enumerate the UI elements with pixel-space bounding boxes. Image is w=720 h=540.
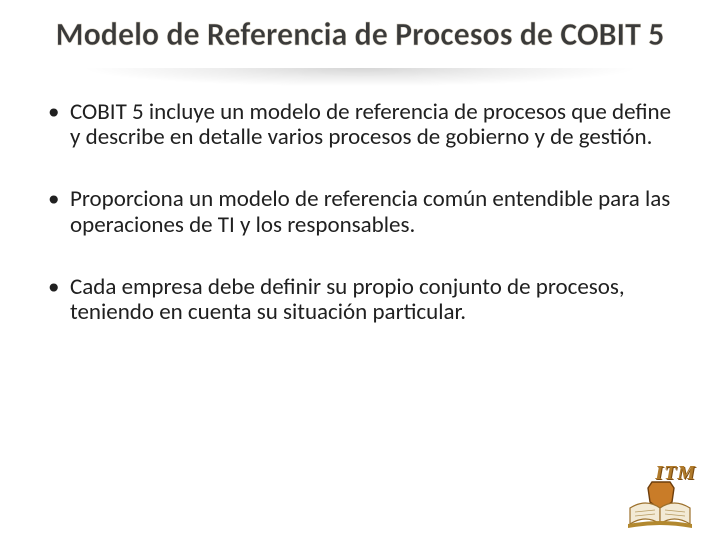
- book-left-page-icon: [630, 503, 660, 524]
- ribbon-icon: [628, 521, 692, 528]
- open-book-icon: [624, 478, 698, 528]
- book-right-page-icon: [660, 503, 690, 524]
- title-divider-glow: [0, 68, 720, 90]
- bullet-item: Cada empresa debe definir su propio conj…: [48, 275, 672, 327]
- bullet-item: Proporciona un modelo de referencia comú…: [48, 187, 672, 239]
- slide: { "title": { "text": "Modelo de Referenc…: [0, 0, 720, 540]
- title-area: Modelo de Referencia de Procesos de COBI…: [0, 0, 720, 52]
- corner-logo: ITM: [624, 464, 698, 528]
- bullet-item: COBIT 5 incluye un modelo de referencia …: [48, 100, 672, 152]
- slide-body: COBIT 5 incluye un modelo de referencia …: [0, 90, 720, 327]
- slide-title: Modelo de Referencia de Procesos de COBI…: [56, 18, 665, 52]
- bullet-list: COBIT 5 incluye un modelo de referencia …: [48, 100, 672, 327]
